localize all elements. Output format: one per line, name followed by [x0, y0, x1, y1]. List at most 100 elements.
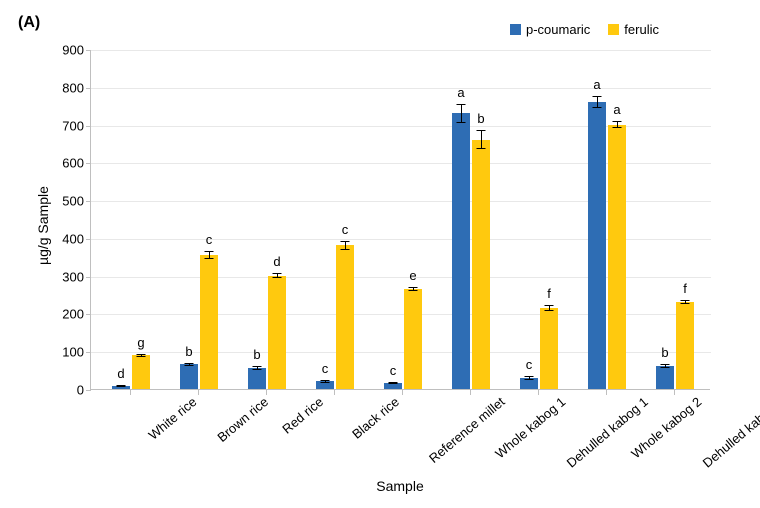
ytick-label: 200	[44, 307, 84, 322]
xtick-label: Dehulled kabog 2	[700, 394, 760, 471]
ytick-label: 700	[44, 118, 84, 133]
significance-letter: b	[656, 345, 674, 360]
significance-letter: e	[404, 268, 422, 283]
significance-letter: d	[268, 254, 286, 269]
significance-letter: c	[384, 363, 402, 378]
bar	[404, 289, 422, 389]
significance-letter: c	[520, 357, 538, 372]
legend-item-ferulic: ferulic	[608, 22, 659, 37]
y-axis-label: µg/g Sample	[35, 186, 51, 265]
ytick-mark	[86, 163, 91, 164]
bar-chart: 0100200300400500600700800900dgbcbdccceab…	[90, 50, 710, 390]
legend-swatch-p-coumaric	[510, 24, 521, 35]
significance-letter: f	[540, 286, 558, 301]
bar	[608, 125, 626, 389]
ytick-label: 0	[44, 383, 84, 398]
bar-group: ce	[369, 49, 437, 389]
bar	[676, 302, 694, 389]
ytick-label: 900	[44, 43, 84, 58]
xtick-label: Reference millet	[426, 394, 508, 466]
xtick-label: Red rice	[279, 394, 326, 437]
bar-group: cf	[505, 49, 573, 389]
ytick-label: 100	[44, 345, 84, 360]
bar-group: bd	[233, 49, 301, 389]
bar	[248, 368, 266, 389]
ytick-label: 300	[44, 269, 84, 284]
error-bar	[205, 251, 214, 259]
xtick-mark	[334, 390, 335, 395]
bar	[268, 276, 286, 389]
bar	[132, 355, 150, 389]
x-axis-label: Sample	[90, 478, 710, 494]
error-bar	[661, 364, 670, 368]
ytick-mark	[86, 277, 91, 278]
error-bar	[321, 380, 330, 382]
significance-letter: c	[316, 361, 334, 376]
significance-letter: a	[452, 85, 470, 100]
bar-group: ab	[437, 49, 505, 389]
error-bar	[273, 273, 282, 278]
xtick-mark	[198, 390, 199, 395]
ytick-mark	[86, 201, 91, 202]
error-bar	[117, 385, 126, 387]
ytick-mark	[86, 126, 91, 127]
significance-letter: b	[180, 344, 198, 359]
bar	[316, 381, 334, 389]
significance-letter: b	[472, 111, 490, 126]
error-bar	[613, 121, 622, 129]
error-bar	[593, 96, 602, 107]
bar	[200, 255, 218, 389]
xtick-mark	[470, 390, 471, 395]
bar-group: bc	[165, 49, 233, 389]
ytick-mark	[86, 50, 91, 51]
bar	[452, 113, 470, 389]
legend-label: ferulic	[624, 22, 659, 37]
ytick-mark	[86, 239, 91, 240]
error-bar	[253, 366, 262, 370]
error-bar	[525, 376, 534, 380]
bar	[472, 140, 490, 389]
error-bar	[457, 104, 466, 123]
error-bar	[185, 363, 194, 367]
ytick-mark	[86, 352, 91, 353]
xtick-mark	[130, 390, 131, 395]
xtick-label: Brown rice	[214, 394, 271, 445]
legend-swatch-ferulic	[608, 24, 619, 35]
bar-group: bf	[641, 49, 709, 389]
panel-label: (A)	[18, 14, 40, 32]
error-bar	[389, 382, 398, 384]
ytick-mark	[86, 390, 91, 391]
significance-letter: a	[588, 77, 606, 92]
xtick-mark	[402, 390, 403, 395]
bar-group: aa	[573, 49, 641, 389]
xtick-mark	[538, 390, 539, 395]
legend-label: p-coumaric	[526, 22, 590, 37]
bar-group: cc	[301, 49, 369, 389]
error-bar	[545, 305, 554, 311]
significance-letter: c	[200, 232, 218, 247]
xtick-label: Black rice	[349, 394, 402, 442]
bar	[588, 102, 606, 389]
error-bar	[409, 287, 418, 291]
error-bar	[477, 130, 486, 149]
ytick-mark	[86, 88, 91, 89]
significance-letter: c	[336, 222, 354, 237]
significance-letter: f	[676, 281, 694, 296]
ytick-label: 800	[44, 80, 84, 95]
bar	[336, 245, 354, 389]
ytick-label: 600	[44, 156, 84, 171]
significance-letter: d	[112, 366, 130, 381]
error-bar	[681, 300, 690, 304]
plot-area: 0100200300400500600700800900dgbcbdccceab…	[90, 50, 710, 390]
significance-letter: g	[132, 335, 150, 350]
significance-letter: b	[248, 347, 266, 362]
bar	[180, 364, 198, 389]
xtick-mark	[266, 390, 267, 395]
legend: p-coumaric ferulic	[510, 22, 659, 37]
bar	[540, 308, 558, 389]
bar	[656, 366, 674, 389]
legend-item-p-coumaric: p-coumaric	[510, 22, 590, 37]
ytick-mark	[86, 314, 91, 315]
xtick-mark	[606, 390, 607, 395]
error-bar	[341, 241, 350, 250]
